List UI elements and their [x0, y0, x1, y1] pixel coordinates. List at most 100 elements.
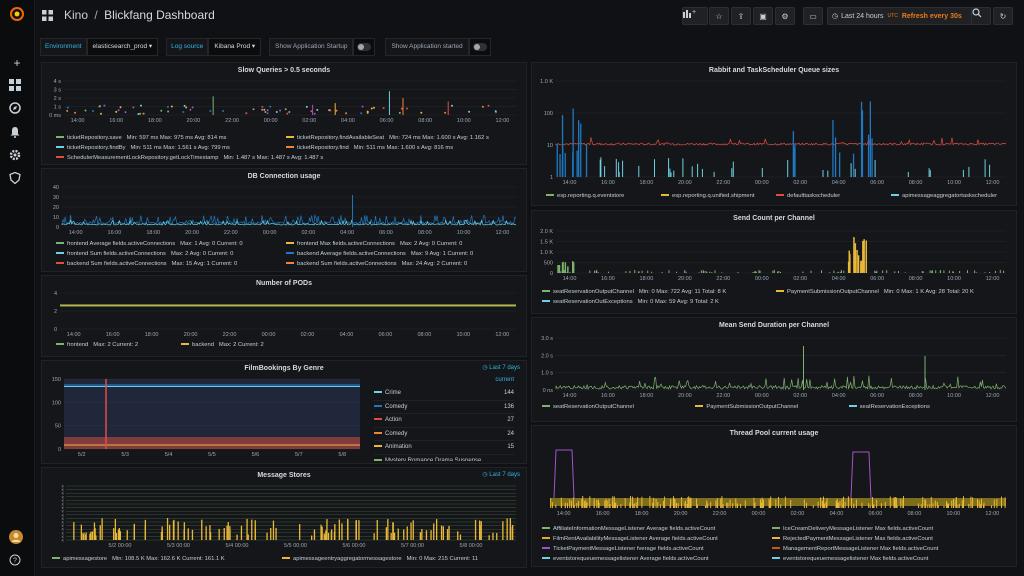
- user-avatar-icon[interactable]: [9, 530, 25, 546]
- panel-title[interactable]: Thread Pool current usage: [729, 430, 819, 437]
- series-bar: [983, 502, 985, 508]
- breadcrumb-folder[interactable]: Kino: [64, 8, 89, 22]
- share-icon[interactable]: ⇪: [731, 7, 751, 25]
- legend-item[interactable]: ticketRepository.save Min: 597 ms Max: 97…: [56, 133, 286, 143]
- legend-color-swatch: [56, 343, 64, 346]
- db-connection-panel[interactable]: DB Connection usage 40 30 20 10 0 14:00 16:00 18…: [41, 168, 527, 272]
- legend-item[interactable]: ticketRepository.findAvailableSeat Min: 7…: [286, 133, 516, 143]
- legend-item[interactable]: backend Sum fields.activeConnections Max:…: [286, 259, 516, 269]
- series-bar: [721, 272, 723, 273]
- filmbookings-panel[interactable]: FilmBookings By Genre ◷ Last 7 days 150 100…: [41, 360, 527, 464]
- legend-item[interactable]: PaymentSubmissionOutputChannel Min: 0 Max…: [776, 287, 1010, 297]
- series-bar: [299, 524, 301, 540]
- help-icon[interactable]: ?: [9, 554, 25, 570]
- legend-item[interactable]: ticketRepository.findBy Min: 511 ms Max: …: [56, 143, 286, 153]
- send-count-panel[interactable]: Send Count per Channel 2.0 K 1.5 K 1.0 K 500…: [531, 210, 1017, 314]
- series-bar: [596, 270, 598, 273]
- table-row[interactable]: Mystery Romance Drama Suspense: [374, 455, 514, 461]
- series-bar: [744, 500, 746, 508]
- settings-gear-icon[interactable]: ⚙: [775, 7, 795, 25]
- legend-item[interactable]: seatReservationOutExceptions Min: 0 Max: …: [542, 297, 776, 307]
- plus-icon[interactable]: +: [13, 56, 21, 70]
- legend-item[interactable]: TicketPaymentMessageListener fverage fie…: [542, 544, 772, 554]
- panel-title[interactable]: FilmBookings By Genre: [244, 365, 324, 372]
- grafana-logo-icon[interactable]: [9, 6, 25, 22]
- series-bar: [857, 255, 860, 273]
- legend-item[interactable]: backend Sum fields.activeConnections Max:…: [56, 259, 286, 269]
- legend-item[interactable]: IceCreamDeliveryMessageListener Max fiel…: [772, 524, 1002, 534]
- legend-item[interactable]: backend Max: 2 Current: 2: [181, 340, 306, 350]
- series-line: [850, 451, 872, 499]
- table-row[interactable]: Action 27: [374, 414, 514, 428]
- legend-item[interactable]: backend Average fields.activeConnections…: [286, 249, 516, 259]
- panel-title[interactable]: Mean Send Duration per Channel: [718, 322, 830, 329]
- table-row[interactable]: Animation 15: [374, 441, 514, 455]
- dashboard-title[interactable]: Blickfang Dashboard: [104, 8, 215, 22]
- legend-item[interactable]: esp.reporting.q.eventstore: [546, 191, 661, 201]
- number-of-pods-panel[interactable]: Number of PODs 4 2 0 14:00 16:00 18:00 20:00 22:…: [41, 275, 527, 357]
- logsource-select[interactable]: Kibana Prod ▾: [208, 38, 262, 56]
- legend-item[interactable]: FilmRentAvailabilityMessageListener Aver…: [542, 534, 772, 544]
- explore-icon[interactable]: [9, 102, 25, 118]
- query-point: [166, 105, 169, 108]
- legend-item[interactable]: frontend Sum fields.activeConnections Max…: [56, 249, 286, 259]
- legend-item[interactable]: RejectedPaymentMessageListener Max field…: [772, 534, 1002, 544]
- series-bar: [927, 504, 929, 508]
- series-bar: [876, 499, 878, 508]
- legend-item[interactable]: eventstorequeuemessagelistener Max field…: [772, 554, 1002, 564]
- legend-item[interactable]: AffiliateInformationMessageListener Aver…: [542, 524, 772, 534]
- legend-item[interactable]: frontend Average fields.activeConnection…: [56, 239, 286, 249]
- y-tick-label: 20: [53, 205, 59, 211]
- legend-item[interactable]: frontend Max: 2 Current: 2: [56, 340, 181, 350]
- dashboards-icon[interactable]: [9, 79, 25, 95]
- legend-color-swatch: [891, 194, 899, 197]
- series-bar: [696, 504, 698, 508]
- legend-item[interactable]: apimessageaggregatortaskscheduler: [891, 191, 1006, 201]
- legend-item[interactable]: apimessagestore Min: 108.5 K Max: 162.6 K…: [52, 554, 282, 564]
- legend-item[interactable]: apimessageentryaggregatormessagestore Min…: [282, 554, 512, 564]
- legend-item[interactable]: seatReservationOutputChannel Min: 0 Max: …: [542, 287, 776, 297]
- legend-item[interactable]: esp.reporting.q.unified.shipment: [661, 191, 776, 201]
- table-row[interactable]: Crime 144: [374, 387, 514, 401]
- series-bar: [761, 168, 763, 177]
- legend-item[interactable]: frontend Max fields.activeConnections Max…: [286, 239, 516, 249]
- panel-title[interactable]: Slow Queries > 0.5 seconds: [237, 67, 331, 74]
- table-row[interactable]: Comedy 24: [374, 428, 514, 441]
- queue-sizes-panel[interactable]: Rabbit and TaskScheduler Queue sizes 1.0 …: [531, 62, 1017, 206]
- legend-item[interactable]: seatReservationExceptions: [848, 402, 1002, 412]
- legend-item[interactable]: SchedulerMeasurementLockRepository.getLo…: [56, 153, 323, 161]
- configuration-gear-icon[interactable]: [9, 149, 25, 165]
- time-picker-button[interactable]: ◷ Last 24 hours UTC Refresh every 30s: [827, 7, 973, 25]
- panel-title[interactable]: Message Stores: [257, 472, 311, 479]
- thread-pool-panel[interactable]: Thread Pool current usage 14:00 16:00 18:00…: [531, 425, 1017, 567]
- panel-title[interactable]: DB Connection usage: [247, 173, 321, 180]
- legend-item[interactable]: PaymentSubmissionOutputChannel: [695, 402, 848, 412]
- started-toggle[interactable]: [468, 38, 491, 56]
- mean-send-duration-panel[interactable]: Mean Send Duration per Channel 3.0 s 2.0 s…: [531, 317, 1017, 422]
- alerting-bell-icon[interactable]: [9, 126, 25, 142]
- startup-toggle[interactable]: [353, 38, 376, 56]
- refresh-icon[interactable]: ↻: [993, 7, 1013, 25]
- panel-title[interactable]: Number of PODs: [255, 280, 312, 287]
- series-bar: [670, 172, 672, 177]
- save-icon[interactable]: ▣: [753, 7, 773, 25]
- message-stores-panel[interactable]: Message Stores ◷ Last 7 days 5/2 00:00 5/3 …: [41, 467, 527, 568]
- zoom-out-icon[interactable]: [971, 7, 991, 25]
- legend-item[interactable]: ticketRepository.find Min: 511 ms Max: 1.…: [286, 143, 516, 153]
- panel-title[interactable]: Rabbit and TaskScheduler Queue sizes: [708, 67, 840, 74]
- table-header-current[interactable]: current: [495, 377, 514, 383]
- legend-item[interactable]: defaulttaskscheduler: [776, 191, 891, 201]
- table-row[interactable]: Comedy 136: [374, 401, 514, 414]
- y-tick-label: K: [62, 528, 65, 532]
- legend-item[interactable]: ManagementReportMessageListener Max fiel…: [772, 544, 1002, 554]
- breadcrumb[interactable]: Kino / Blickfang Dashboard: [64, 8, 215, 22]
- legend-item[interactable]: seatReservationOutputChannel: [542, 402, 695, 412]
- tv-mode-icon[interactable]: ▭: [803, 7, 823, 25]
- slow-queries-panel[interactable]: Slow Queries > 0.5 seconds 4 s 3 s 2 s 1 s 0 …: [41, 62, 527, 165]
- shield-icon[interactable]: [9, 172, 25, 188]
- environment-select[interactable]: elasticsearch_prod ▾: [86, 38, 159, 56]
- star-icon[interactable]: ☆: [709, 7, 729, 25]
- add-panel-button[interactable]: +: [682, 7, 708, 25]
- legend-item[interactable]: eventstorequeuemessagelistener Average f…: [542, 554, 772, 564]
- panel-title[interactable]: Send Count per Channel: [733, 215, 815, 222]
